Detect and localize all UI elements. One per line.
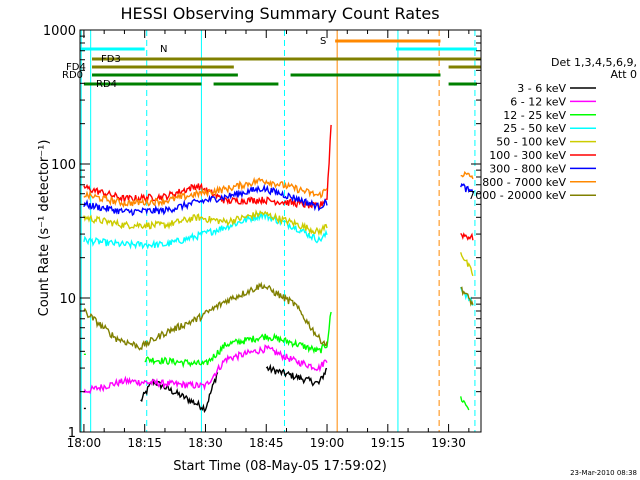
series-line [83, 182, 474, 217]
legend-label: 6 - 12 keV [510, 95, 566, 108]
flag-label: FD4 [66, 62, 86, 73]
y-tick-label: 100 [51, 158, 76, 173]
series-line [83, 281, 474, 351]
x-tick-label: 18:00 [67, 436, 102, 450]
series-line [83, 209, 474, 277]
legend-label: 300 - 800 keV [489, 162, 566, 175]
series-line [83, 363, 328, 414]
legend-title-line: Det 1,3,4,5,6,9, [551, 56, 637, 69]
footer-timestamp: 23-Mar-2010 08:38 [570, 469, 637, 477]
legend-label: 7000 - 20000 keV [468, 189, 566, 202]
x-tick-label: 18:15 [127, 436, 162, 450]
y-tick-label: 1 [68, 426, 76, 441]
series-line [83, 344, 328, 395]
x-tick-label: 19:00 [310, 436, 345, 450]
flag-label: FD3 [101, 54, 121, 65]
series-line [83, 311, 470, 411]
legend-label: 25 - 50 keV [503, 122, 566, 135]
legend-label: 3 - 6 keV [517, 82, 566, 95]
legend-label: 100 - 300 keV [489, 149, 566, 162]
chart-title: HESSI Observing Summary Count Rates [120, 4, 439, 23]
y-tick-label: 1000 [43, 24, 76, 39]
legend-title-line: Att 0 [611, 68, 637, 81]
x-tick-label: 18:30 [188, 436, 223, 450]
x-tick-label: 18:45 [249, 436, 284, 450]
legend-label: 50 - 100 keV [496, 136, 566, 149]
flag-label: S [320, 36, 326, 47]
flag-label: RD4 [96, 79, 117, 90]
flag-label: N [160, 44, 167, 55]
x-tick-label: 19:15 [371, 436, 406, 450]
legend-label: 800 - 7000 keV [482, 176, 566, 189]
x-axis-label: Start Time (08-May-05 17:59:02) [173, 459, 387, 474]
series-line [83, 170, 474, 209]
y-axis-label: Count Rate (s⁻¹ detector⁻¹) [37, 140, 52, 317]
x-tick-label: 19:30 [431, 436, 466, 450]
plot-frame [79, 29, 482, 433]
y-tick-label: 10 [59, 292, 76, 307]
flag-label: RD0 [62, 70, 83, 81]
legend-label: 12 - 25 keV [503, 109, 566, 122]
